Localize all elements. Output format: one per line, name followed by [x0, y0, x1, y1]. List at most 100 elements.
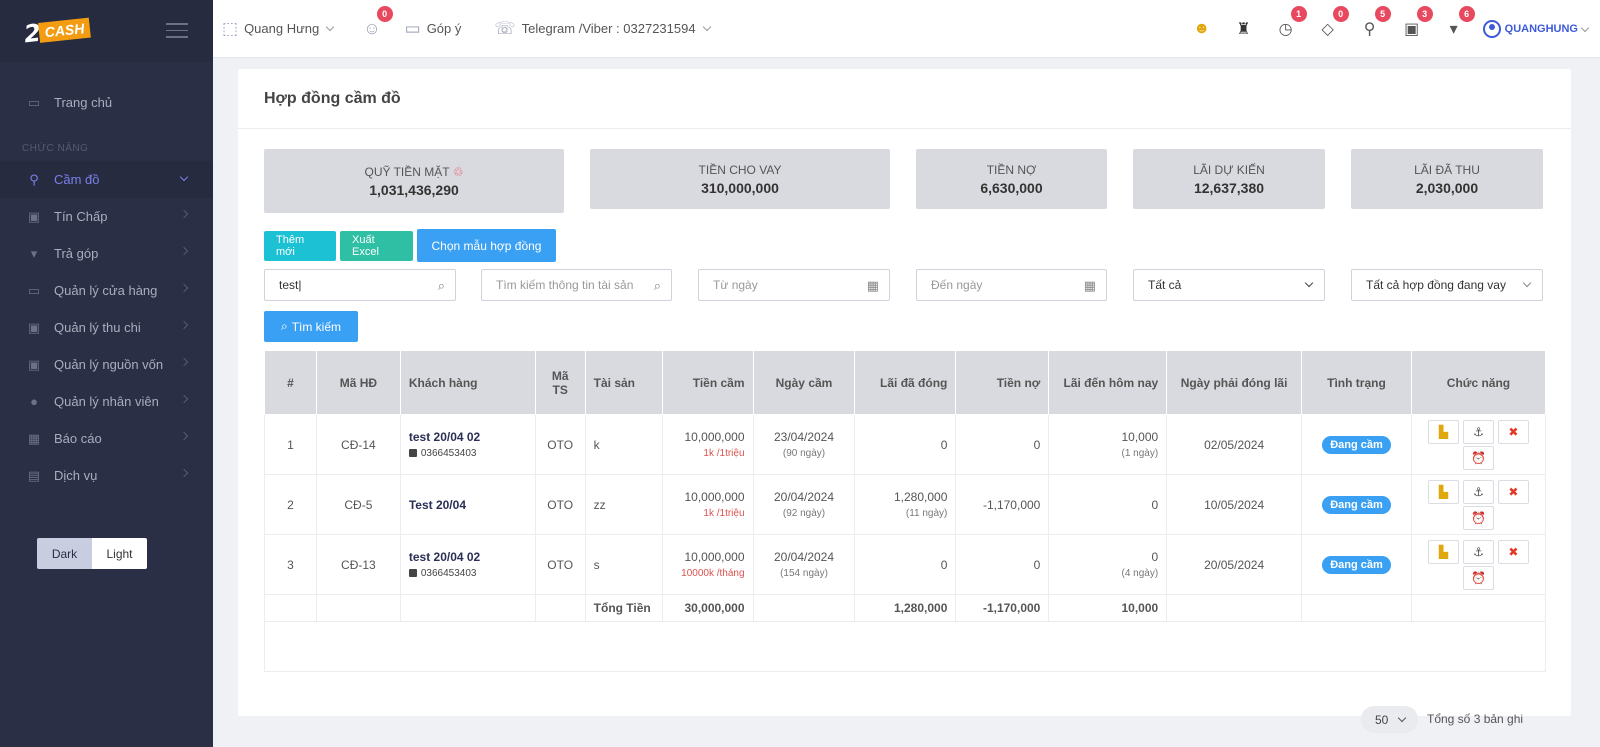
anchor-button[interactable]: ⚓	[1462, 419, 1494, 444]
cell-paid-interest: 0	[854, 414, 957, 475]
anchor-icon: ⚓	[1473, 424, 1484, 439]
per-page-select[interactable]: 50	[1361, 706, 1418, 733]
search-button[interactable]: ⌕ Tìm kiếm	[264, 311, 358, 342]
logo-area: 2 CASH	[0, 0, 213, 62]
pay-interest-button[interactable]: ▙	[1427, 419, 1459, 444]
cell-status: Đang cầm	[1301, 474, 1412, 535]
calendar-icon: ▦	[27, 430, 41, 446]
clock-icon[interactable]: ◷ 1	[1275, 6, 1307, 39]
add-button[interactable]: Thêm mới	[264, 231, 336, 261]
keyword-value: test	[279, 278, 299, 292]
main-card: Hợp đồng cầm đồ QUỸ TIỀN MẶT ♲ 1,031,436…	[238, 69, 1571, 733]
row-actions: ▙ ⚓ ✖ ⏰	[1423, 419, 1533, 471]
money-icon: ▣	[27, 208, 41, 224]
alarm-clock-icon: ⏰	[1470, 450, 1486, 465]
sidebar-item-label: Cầm đồ	[54, 172, 100, 187]
chevron-right-icon	[179, 431, 189, 441]
cell-code[interactable]: CĐ-5	[315, 474, 401, 535]
sidebar-item-label: Trang chủ	[54, 95, 113, 110]
to-date-input[interactable]: Đến ngày ▦	[916, 269, 1107, 301]
sidebar-item-income-expense[interactable]: ▣ Quản lý thu chi	[0, 309, 213, 346]
cell-actions: ▙ ⚓ ✖ ⏰	[1410, 534, 1547, 595]
anchor-button[interactable]: ⚓	[1462, 479, 1494, 504]
alarm-button[interactable]: ⏰	[1462, 565, 1494, 590]
theme-dark-button[interactable]: Dark	[37, 538, 92, 569]
stat-loan: TIỀN CHO VAY 310,000,000	[590, 149, 890, 209]
alarm-button[interactable]: ⏰	[1462, 505, 1494, 530]
pay-interest-button[interactable]: ▙	[1427, 479, 1459, 504]
sidebar-item-label: Quản lý thu chi	[54, 320, 141, 335]
sidebar-item-store-management[interactable]: ▭ Quản lý cửa hàng	[0, 272, 213, 309]
customer-name[interactable]: Test 20/04	[408, 497, 466, 512]
sidebar-item-label: Tín Chấp	[54, 209, 108, 224]
status-select-value: Tất cả	[1148, 278, 1182, 292]
days-value: (92 ngày)	[782, 508, 826, 519]
keyword-input[interactable]: test | ⌕	[264, 269, 456, 301]
search-icon: ⌕	[280, 319, 288, 333]
anchor-icon: ⚓	[1473, 544, 1484, 559]
export-excel-button[interactable]: Xuất Excel	[340, 231, 413, 261]
stat-collected-interest: LÃI ĐÃ THU 2,030,000	[1351, 149, 1543, 209]
asset-search-input[interactable]: Tìm kiếm thông tin tài sản ⌕	[481, 269, 672, 301]
interest-days: (4 ngày)	[1121, 568, 1159, 579]
cell-due-date: 10/05/2024	[1166, 474, 1303, 535]
theme-light-button[interactable]: Light	[92, 538, 147, 569]
hamburger-menu-icon[interactable]	[166, 23, 188, 43]
header-paid-interest: Lãi đã đóng	[854, 350, 957, 415]
alarm-clock-icon: ⏰	[1470, 510, 1486, 525]
diamond-icon[interactable]: ◇ 0	[1317, 6, 1349, 39]
status-badge: Đang cầm	[1322, 435, 1391, 454]
sidebar-item-unsecured-loan[interactable]: ▣ Tín Chấp	[0, 198, 213, 235]
choose-template-button[interactable]: Chọn mẫu hợp đồng	[417, 229, 556, 262]
status-select[interactable]: Tất cả	[1133, 269, 1325, 301]
row-actions: ▙ ⚓ ✖ ⏰	[1423, 479, 1533, 531]
delete-button[interactable]: ✖	[1497, 539, 1529, 564]
sidebar-item-label: Báo cáo	[54, 431, 102, 446]
pay-interest-button[interactable]: ▙	[1427, 539, 1459, 564]
sidebar-item-label: Quản lý nhân viên	[54, 394, 159, 409]
briefcase-icon: ▤	[27, 467, 41, 483]
sidebar-item-capital[interactable]: ▣ Quản lý nguồn vốn	[0, 346, 213, 383]
motorbike-icon[interactable]: ⚲ 5	[1359, 6, 1391, 39]
feedback-button[interactable]: ▭ Góp ý	[405, 19, 462, 39]
sidebar-item-service[interactable]: ▤ Dịch vụ	[0, 457, 213, 494]
sidebar-item-home[interactable]: ▭ Trang chủ	[0, 84, 213, 121]
delete-button[interactable]: ✖	[1497, 419, 1529, 444]
cell-no: 2	[264, 474, 317, 535]
total-paid: 1,280,000	[854, 594, 957, 622]
sidebar-item-staff[interactable]: ● Quản lý nhân viên	[0, 383, 213, 420]
logo[interactable]: 2 CASH	[23, 14, 92, 49]
contact-selector[interactable]: ☏ Telegram /Viber : 0327231594	[494, 19, 711, 39]
customer-name[interactable]: test 20/04 02	[408, 430, 481, 444]
customer-name[interactable]: test 20/04 02	[408, 550, 481, 564]
cell-code[interactable]: CĐ-13	[315, 534, 401, 595]
close-icon: ✖	[1508, 424, 1519, 439]
cell-code[interactable]: CĐ-14	[315, 414, 401, 475]
sidebar-item-installment[interactable]: ▾ Trả góp	[0, 235, 213, 272]
header-interest-today: Lãi đến hôm nay	[1048, 350, 1168, 415]
store-selector[interactable]: ⬚ Quang Hưng	[222, 19, 335, 39]
anchor-button[interactable]: ⚓	[1462, 539, 1494, 564]
paid-days: (11 ngày)	[905, 508, 948, 519]
emoji-icon[interactable]: ☻	[1193, 20, 1211, 37]
user-menu[interactable]: QUANGHUNG	[1482, 20, 1590, 38]
search-icon: ⌕	[437, 278, 445, 293]
delete-button[interactable]: ✖	[1497, 479, 1529, 504]
header-customer: Khách hàng	[399, 350, 536, 415]
from-date-input[interactable]: Từ ngày ▦	[698, 269, 890, 301]
alarm-button[interactable]: ⏰	[1462, 445, 1494, 470]
chevron-right-icon	[179, 209, 189, 219]
stat-value: 1,031,436,290	[369, 181, 459, 198]
table-row: 2 CĐ-5 Test 20/04 OTO zz 10,000,000 1k /…	[264, 474, 1547, 535]
bucket-icon[interactable]: ▾ 6	[1443, 6, 1475, 39]
refresh-icon[interactable]: ♲	[452, 164, 464, 179]
cash-icon[interactable]: ▣ 3	[1401, 6, 1433, 39]
sidebar-item-pawn[interactable]: ⚲ Cầm đồ	[0, 161, 213, 198]
sidebar-item-label: Quản lý nguồn vốn	[54, 357, 164, 372]
users-button[interactable]: ☺ 0	[363, 5, 393, 39]
sidebar-item-report[interactable]: ▦ Báo cáo	[0, 420, 213, 457]
contract-type-select[interactable]: Tất cả hợp đồng đang vay	[1351, 269, 1543, 301]
diamond-badge: 0	[1332, 6, 1349, 22]
thief-icon[interactable]: ♜	[1236, 21, 1251, 38]
cell-debt: -1,170,000	[955, 474, 1050, 535]
